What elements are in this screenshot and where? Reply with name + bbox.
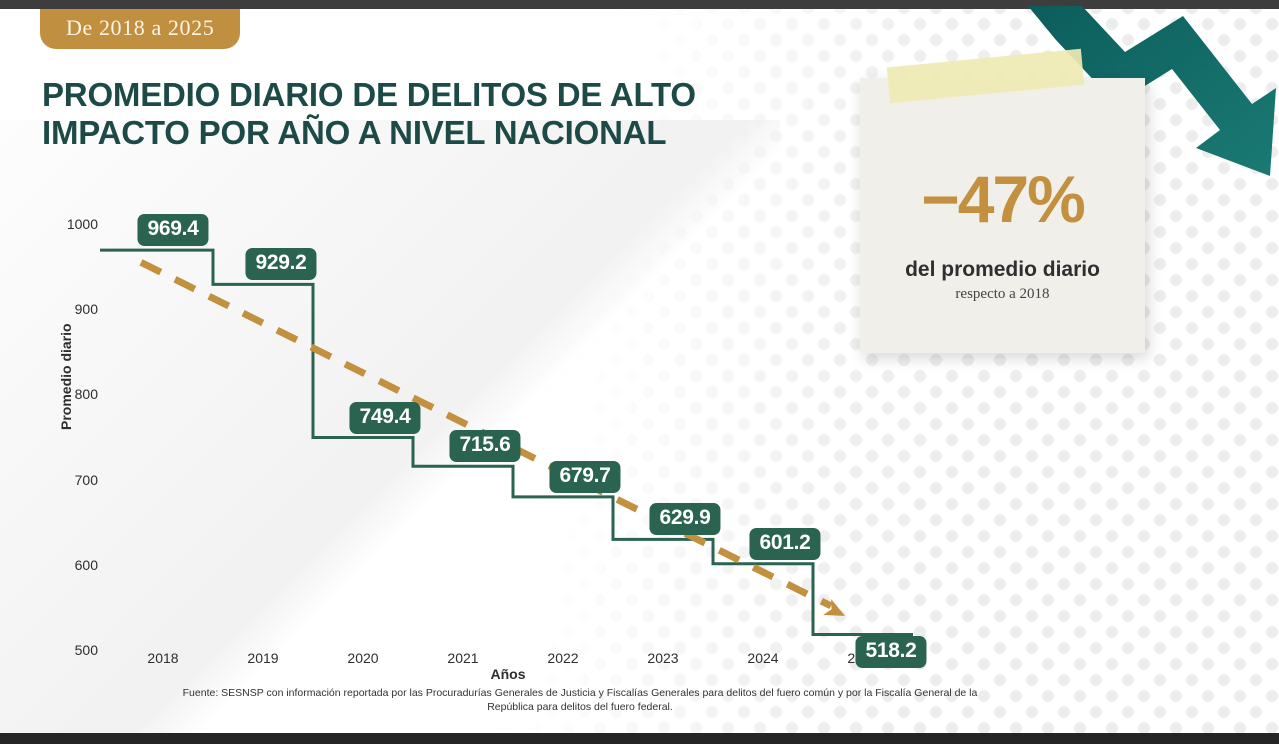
x-axis-tick-label: 2020 — [347, 650, 379, 666]
percent-change-subcaption: respecto a 2018 — [955, 286, 1050, 302]
y-axis-title: Promedio diario — [58, 323, 74, 430]
percent-change-value: −47% — [921, 162, 1086, 236]
y-axis-tick-label: 1000 — [66, 216, 98, 232]
date-range-badge: De 2018 a 2025 — [40, 9, 241, 49]
data-point-label: 715.6 — [449, 430, 521, 463]
y-axis-tick-label: 500 — [74, 642, 98, 658]
x-axis-tick-label: 2023 — [647, 650, 679, 666]
data-point-label: 929.2 — [245, 248, 317, 281]
x-axis-title: Años — [490, 666, 526, 682]
y-axis-tick-label: 800 — [74, 386, 98, 403]
x-axis-tick-label: 2019 — [247, 650, 279, 666]
x-axis-tick-label: 2018 — [147, 650, 179, 666]
chart-svg — [100, 248, 913, 636]
percent-change-caption: del promedio diario — [905, 258, 1100, 281]
trend-arrowhead-icon — [823, 598, 845, 616]
data-point-label: 601.2 — [749, 527, 821, 560]
page-title: PROMEDIO DIARIO DE DELITOS DE ALTO IMPAC… — [42, 76, 696, 151]
y-axis-tick-label: 700 — [74, 471, 98, 488]
x-axis-tick-label: 2021 — [447, 650, 479, 666]
source-note: Fuente: SESNSP con información reportada… — [182, 687, 978, 714]
y-axis-tick-label: 900 — [74, 301, 98, 318]
step-line-series — [100, 248, 913, 636]
bottom-edge-bar — [0, 733, 1279, 744]
data-point-label: 749.4 — [349, 401, 421, 434]
data-point-label: 969.4 — [137, 214, 209, 247]
data-point-label: 679.7 — [549, 460, 621, 493]
descending-arrow-icon — [1028, 6, 1276, 176]
y-axis-tick-label: 600 — [74, 556, 98, 573]
x-axis-tick-label: 2022 — [547, 650, 579, 666]
top-edge-bar — [0, 0, 1279, 9]
x-axis-tick-label: 2024 — [747, 650, 779, 666]
data-point-label: 518.2 — [855, 636, 927, 669]
sticky-note-card — [860, 78, 1145, 353]
highlight-sticky-note: −47% del promedio diario respecto a 2018 — [860, 48, 1145, 353]
chart-plot-area: 500 600 700 800 900 1000 2018 2019 2020 2021 2022… — [58, 214, 927, 682]
data-point-label: 629.9 — [649, 503, 721, 536]
